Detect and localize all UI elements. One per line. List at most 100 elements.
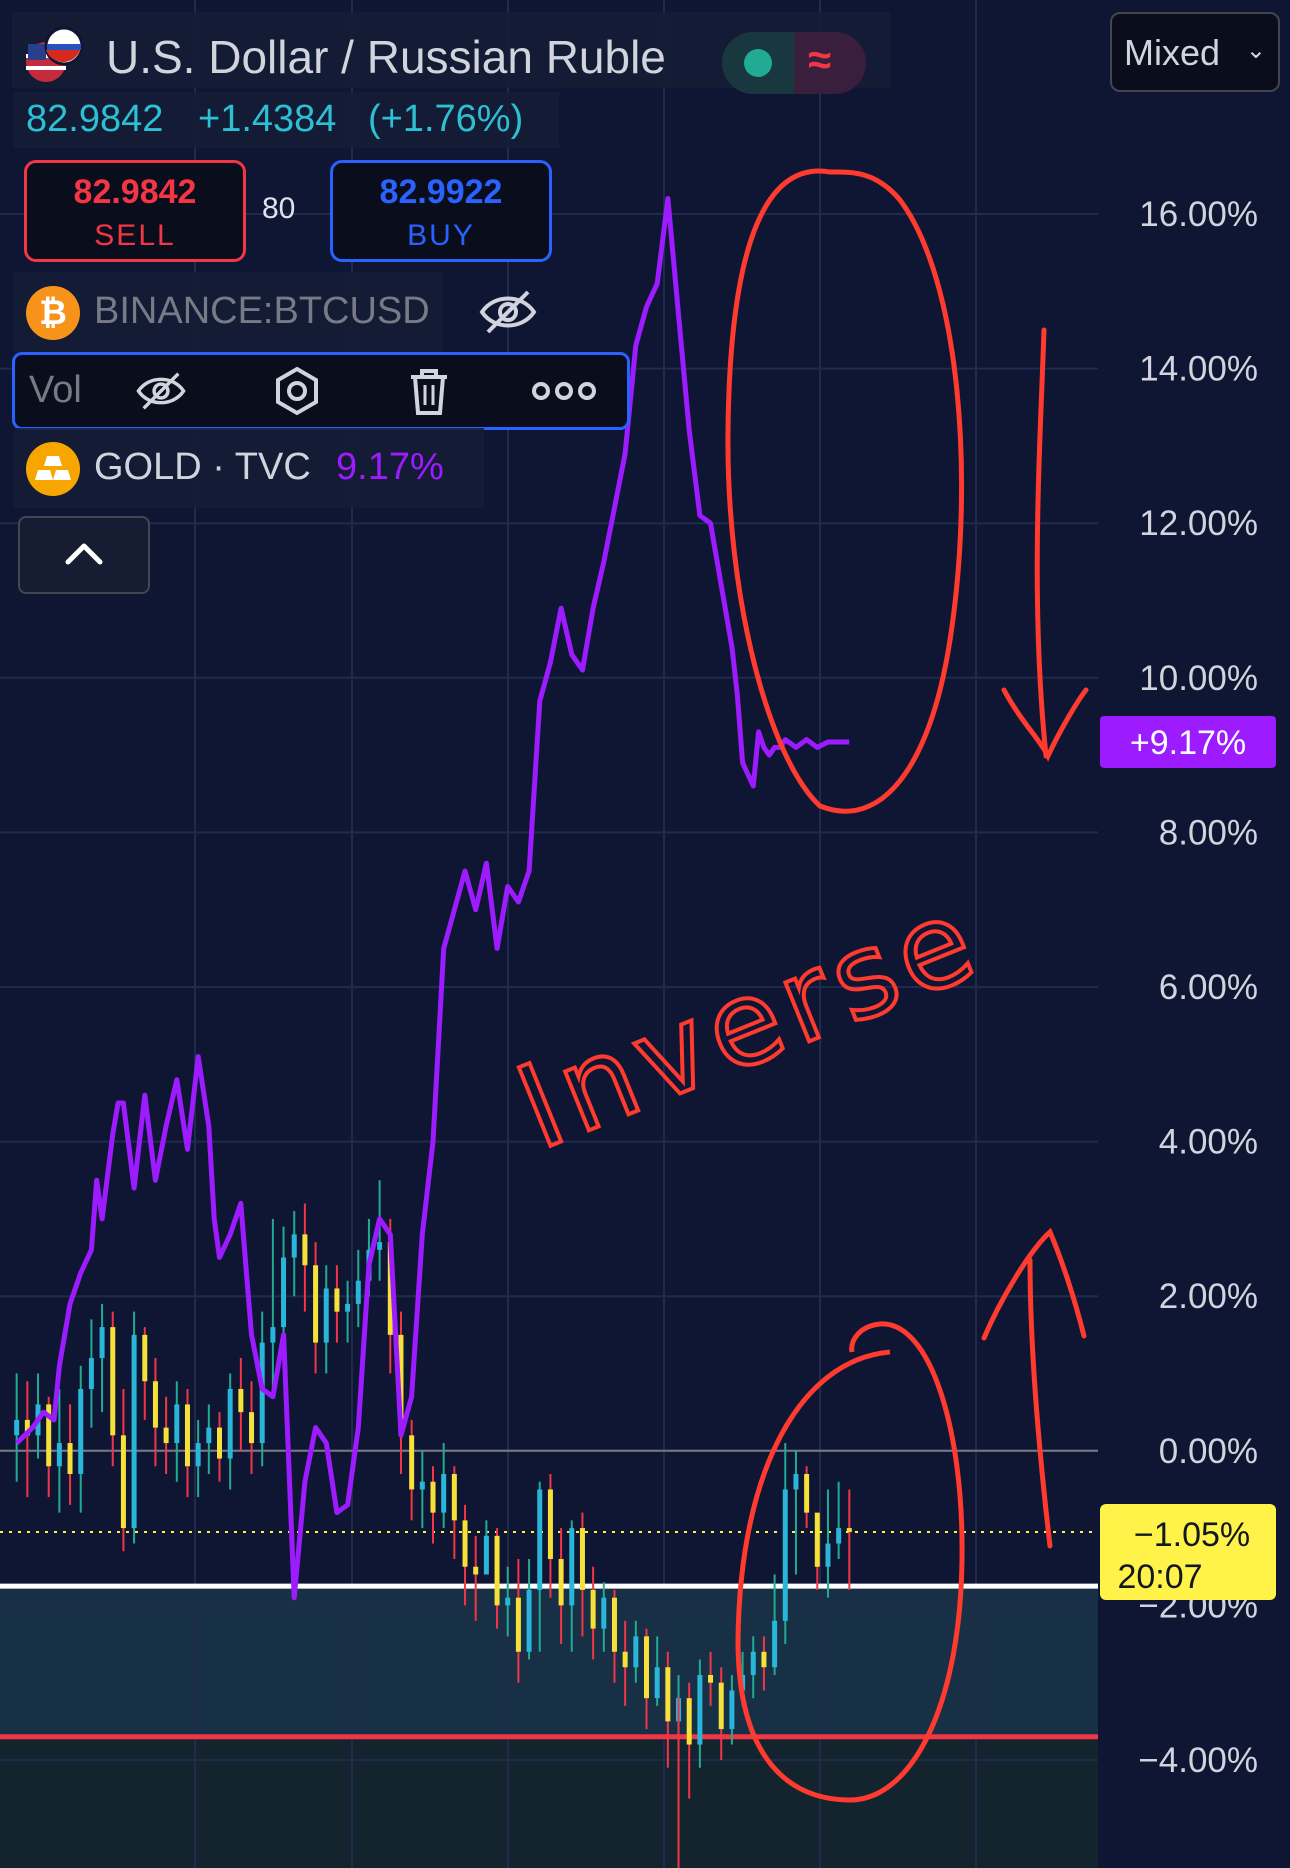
candle-body [590,1589,596,1629]
candle-body [462,1520,468,1567]
buy-label: BUY [407,219,475,252]
candle-body [644,1636,649,1699]
chevron-up-icon [65,543,103,565]
indicator-vol-toolbar[interactable]: Vol [12,352,630,430]
candle-body [804,1473,810,1513]
candle-body [281,1257,287,1328]
candle-body [142,1334,148,1382]
settings-icon[interactable] [271,365,323,417]
sell-price: 82.9842 [73,173,197,211]
candle-body [793,1473,799,1490]
candle-body [825,1543,831,1567]
candle-body [729,1690,735,1730]
candle-body [419,1481,425,1490]
price-change: +1.4384 [198,98,337,140]
buy-price: 82.9922 [379,173,503,211]
candle-body [238,1388,244,1413]
candle-body [579,1528,585,1590]
y-tick-label: 8.00% [1159,813,1258,852]
y-tick-label: 4.00% [1159,1123,1258,1162]
buy-button[interactable]: 82.9922 BUY [330,160,552,262]
y-tick-label: 16.00% [1139,195,1258,234]
sell-label: SELL [94,219,176,252]
candle-body [174,1404,180,1444]
gold-value: 9.17% [336,446,444,488]
candle-body [558,1559,564,1606]
gold-last-value-badge [1100,715,1276,768]
candle-body [441,1473,447,1513]
indicator-btc-toggle[interactable] [450,272,570,352]
collapse-legend-button[interactable] [18,516,150,594]
candle-body [814,1512,820,1567]
usdrub-last-value-text: −1.05% [1134,1516,1250,1554]
market-dot-icon [744,49,772,77]
candle-body [227,1388,233,1459]
candle-body [718,1682,724,1730]
candle-body [67,1443,73,1474]
hidden-eye-icon[interactable] [478,286,538,338]
candle-body [611,1597,617,1652]
candle-body [345,1303,351,1312]
candle-body [505,1597,511,1606]
candle-body [377,1242,383,1250]
candle-body [836,1528,842,1544]
hide-eye-icon[interactable] [135,365,187,417]
price-summary: 82.9842 +1.4384 (+1.76%) [14,92,559,148]
candle-body [547,1489,553,1560]
y-tick-label: 10.00% [1139,659,1258,698]
candle-body [430,1481,436,1513]
candle-body [259,1342,265,1444]
price-change-pct: (+1.76%) [368,98,524,140]
indicator-gold[interactable]: GOLD · TVC 9.17% [14,428,484,508]
candle-body [14,1419,20,1436]
y-tick-label: 12.00% [1139,504,1258,543]
usdrub-last-value-badge [1100,1503,1276,1600]
candle-body [217,1427,222,1459]
candle-body [515,1597,521,1652]
candle-body [110,1327,116,1436]
price-axis[interactable]: 16.00% 14.00% 12.00% 10.00% 8.00% 6.00% 4.00% 2… [1138,195,1258,1780]
wave-icon: ≈ [808,36,832,83]
price-badges: +9.17% −1.05% 20:07 [1100,715,1276,1600]
candle-body [654,1667,660,1699]
candle-body [270,1327,276,1343]
candle-body [313,1265,319,1343]
candle-body [761,1651,767,1668]
candle-body [708,1674,714,1683]
candle-body [494,1535,500,1606]
delete-icon[interactable] [403,365,455,417]
candle-body [249,1412,255,1444]
candle-body [526,1589,532,1652]
candle-body [163,1427,169,1444]
candle-body [409,1435,415,1490]
candlestick-series [14,1180,852,1868]
candle-body [323,1288,329,1343]
candle-body [56,1443,62,1467]
candle-body [622,1651,628,1668]
candle-body [46,1404,52,1467]
sell-button[interactable]: 82.9842 SELL [24,160,246,262]
candle-body [686,1698,692,1745]
annotation-arrow-down [1001,327,1089,762]
candle-body [78,1388,84,1474]
annotation-arrow-up [981,1227,1087,1549]
indicator-btc[interactable]: ₿ BINANCE:BTCUSD [14,272,442,352]
bitcoin-icon: ₿ [26,286,80,340]
candle-body [697,1674,703,1745]
usd-rub-flag-icon [26,26,84,82]
gold-bars-icon [26,442,80,496]
candle-body [291,1234,297,1258]
candle-body [88,1358,94,1389]
scale-mode-select[interactable]: Mixed ⌄ [1110,12,1280,92]
gold-last-value-text: +9.17% [1130,724,1246,762]
candle-body [387,1242,393,1335]
candle-body [451,1473,457,1521]
more-icon[interactable] [529,365,599,417]
candle-body [24,1419,30,1436]
mode-toggle[interactable]: ≈ [722,32,866,94]
candle-body [750,1651,756,1675]
y-tick-label: 0.00% [1159,1432,1258,1471]
symbol-header[interactable]: U.S. Dollar / Russian Ruble ≈ [12,12,890,94]
candle-body [782,1489,788,1621]
